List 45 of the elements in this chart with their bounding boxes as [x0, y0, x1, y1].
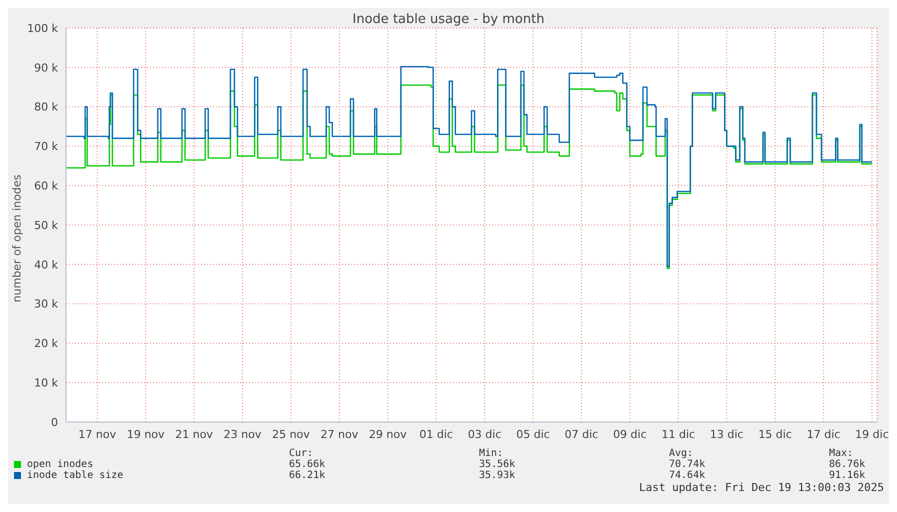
y-tick-label: 10 k: [34, 376, 59, 390]
y-tick-label: 0: [51, 416, 58, 429]
x-tick-label: 05 dic: [516, 428, 550, 441]
x-tick-label: 17 dic: [806, 428, 840, 441]
text: 35.93k: [479, 470, 516, 481]
x-tick-label: 03 dic: [468, 428, 502, 441]
x-tick-label: 27 nov: [320, 428, 359, 441]
x-tick-label: 21 nov: [175, 428, 214, 441]
y-tick-label: 80 k: [34, 100, 59, 114]
x-tick-label: 25 nov: [272, 428, 310, 441]
x-tick-label: 23 nov: [224, 428, 262, 441]
y-tick-label: 30 k: [34, 298, 59, 311]
legend-label: inode table size: [26, 470, 124, 481]
y-tick-label: 100 k: [27, 22, 59, 35]
x-tick-label: 13 dic: [710, 428, 744, 441]
y-tick-label: 60 k: [34, 180, 59, 193]
text: 74.64k: [669, 470, 706, 481]
text: 70.74k: [669, 459, 706, 470]
x-tick-label: 11 dic: [661, 428, 696, 441]
text: 66.21k: [289, 470, 326, 481]
text: Max:: [829, 448, 854, 459]
chart-title: Inode table usage - by month: [352, 12, 544, 27]
x-tick-label: 17 nov: [78, 428, 117, 441]
text: Last update: Fri Dec 19 13:00:03 2025: [638, 481, 884, 494]
text: Min:: [479, 448, 504, 459]
text: Cur:: [289, 448, 314, 459]
x-tick-label: 19 nov: [126, 428, 166, 441]
x-tick-label: 19 dic: [855, 428, 889, 441]
text: 35.56k: [479, 459, 516, 470]
text: Avg:: [669, 448, 694, 459]
y-tick-label: 50 k: [34, 218, 59, 232]
text: 65.66k: [289, 459, 326, 470]
legend-label: open inodes: [26, 459, 94, 470]
text: 86.76k: [829, 459, 866, 470]
text: 91.16k: [829, 470, 866, 481]
x-tick-label: 29 nov: [368, 428, 408, 441]
y-tick-label: 90 k: [34, 61, 59, 74]
y-tick-label: 70 k: [34, 140, 59, 154]
x-tick-label: 01 dic: [419, 428, 453, 441]
x-tick-label: 15 dic: [758, 428, 792, 441]
y-axis-title: number of open inodes: [10, 174, 24, 302]
x-tick-label: 07 dic: [564, 428, 598, 441]
x-tick-label: 09 dic: [613, 428, 647, 441]
y-tick-label: 20 k: [34, 337, 59, 350]
y-tick-label: 40 k: [34, 258, 59, 272]
